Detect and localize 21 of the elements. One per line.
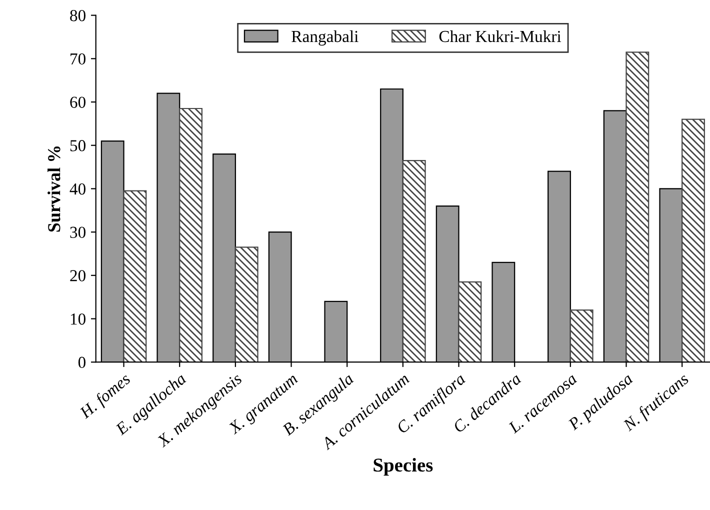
y-tick-label: 60	[70, 96, 86, 108]
bar	[682, 118, 705, 362]
y-tick-label: 10	[70, 313, 86, 325]
legend-label: Char Kukri-Mukri	[439, 30, 562, 42]
y-tick-label: 80	[70, 10, 86, 22]
bar	[458, 281, 482, 362]
y-tick-label: 70	[70, 53, 86, 65]
y-tick-label: 40	[70, 183, 86, 195]
y-tick-label: 20	[70, 270, 86, 282]
y-tick-label: 0	[78, 356, 86, 368]
bar	[123, 190, 147, 362]
bar	[570, 310, 594, 362]
legend-label: Rangabali	[292, 30, 358, 46]
y-axis-title: Survival %	[48, 146, 60, 232]
x-axis-title: Species	[374, 458, 433, 476]
y-tick-label: 50	[70, 140, 86, 152]
bar	[179, 108, 202, 362]
bar	[626, 52, 650, 362]
y-tick-label: 30	[70, 226, 86, 238]
bar	[234, 246, 258, 362]
bar	[402, 160, 426, 362]
